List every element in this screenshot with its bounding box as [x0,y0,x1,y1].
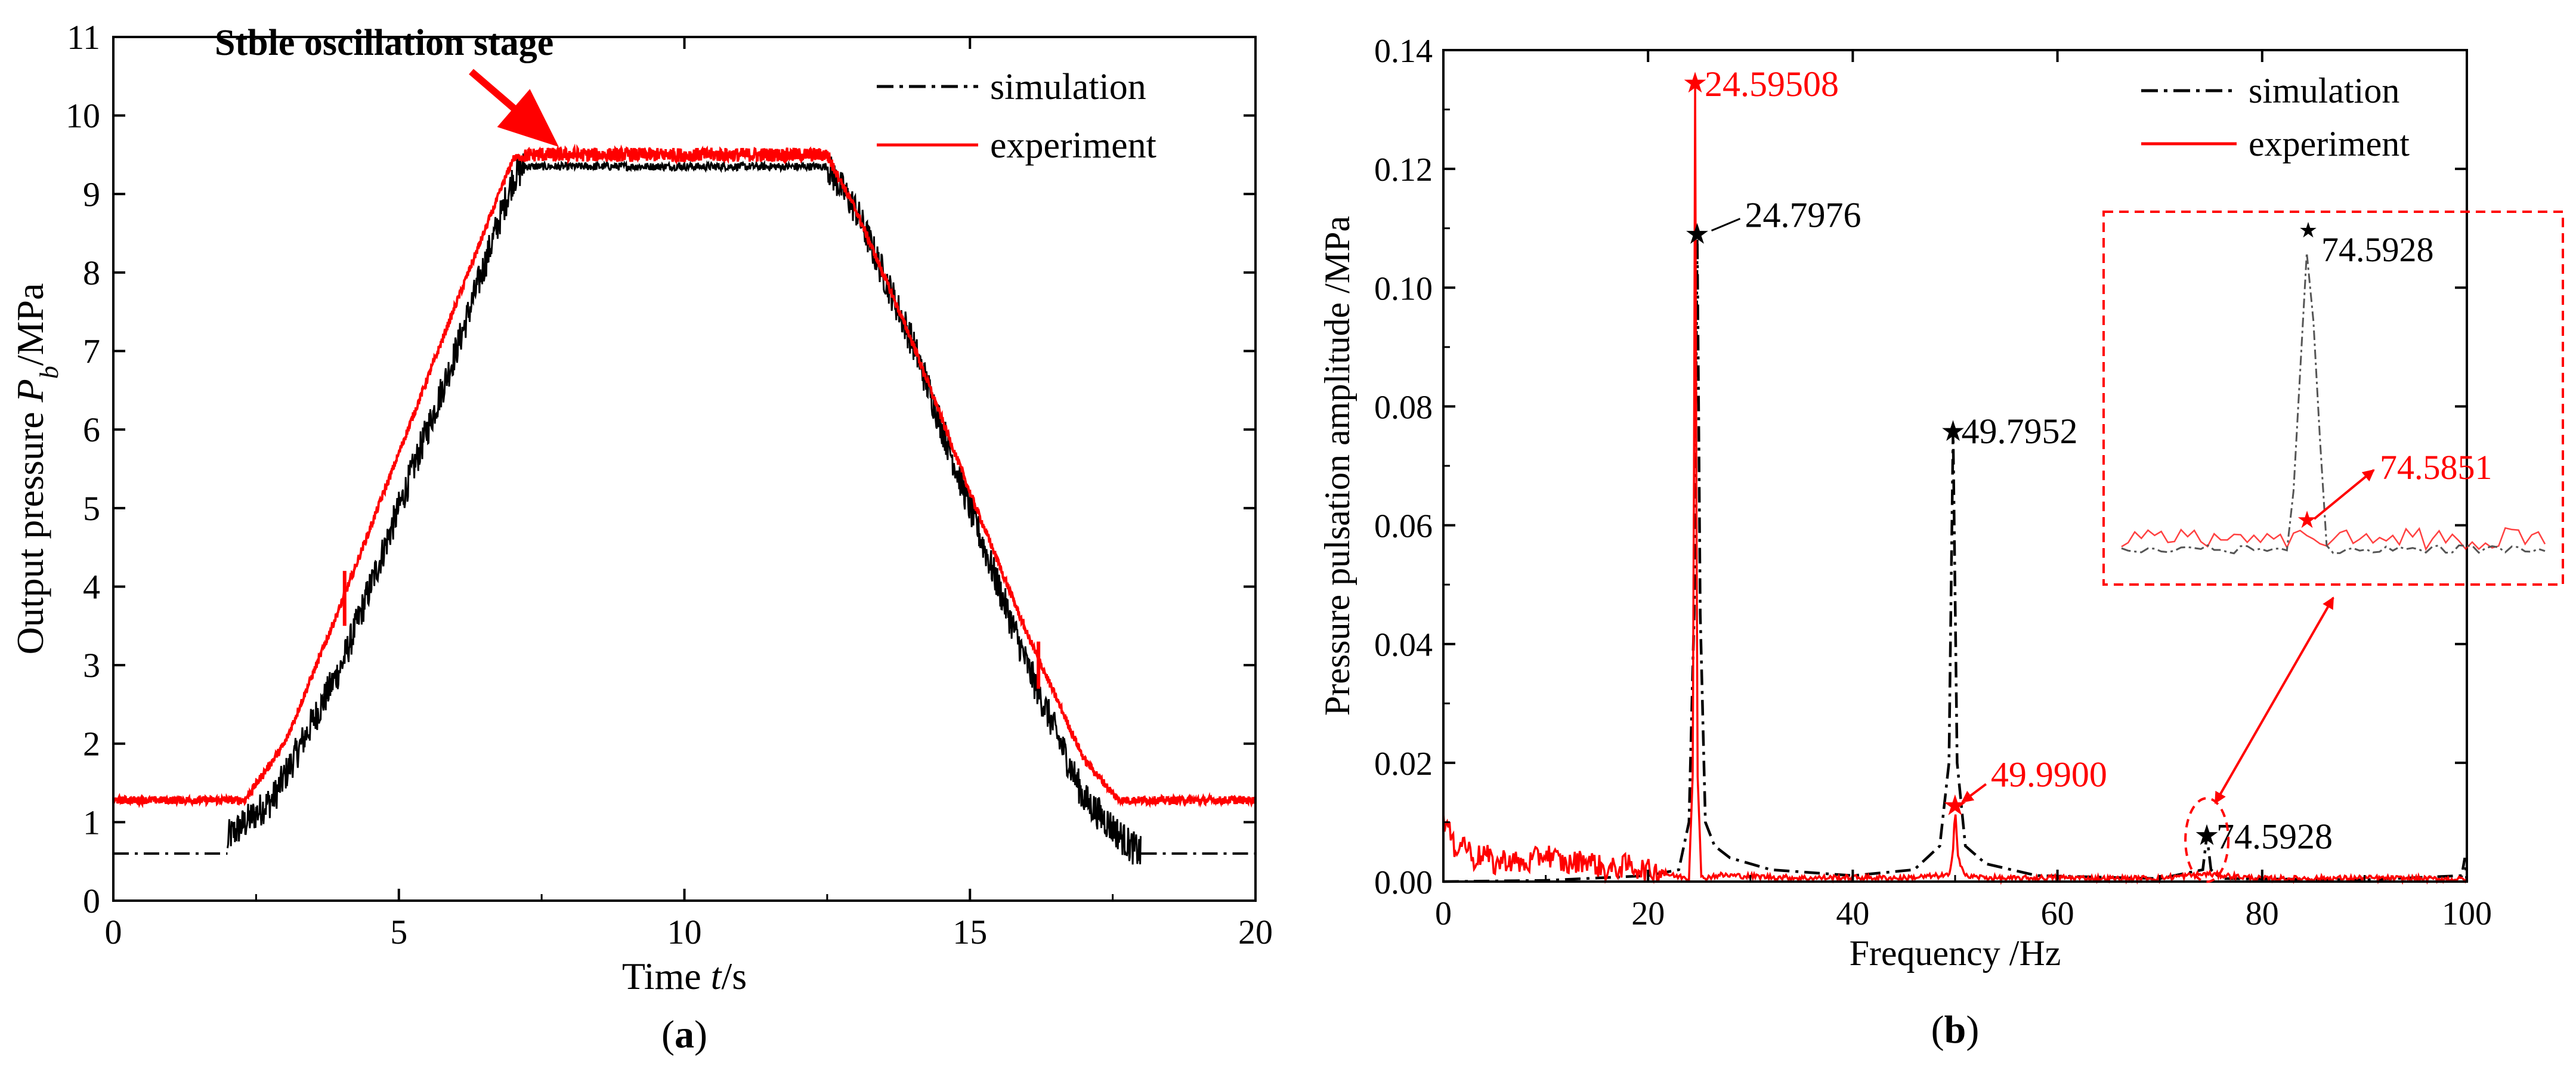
panel-a-x-label-text: Time [622,955,711,997]
panel-b-axes [1442,49,2468,883]
inset-experiment-arrow [2313,469,2375,520]
y-tick-label: 1 [83,803,100,842]
inset-experiment-peak-label: 74.5851 [2380,448,2492,487]
panel-a-x-axis-label: Time t/s [622,955,747,997]
inset-zoom-box: ★ 74.5928 ★ 74.5851 [2102,211,2564,586]
panel-a-y-label-text: Output pressure [9,402,51,654]
y-tick-label: 3 [83,646,100,685]
legend-experiment-label: experiment [990,125,1156,166]
inset-simulation-line [2121,252,2546,555]
y-tick-label: 7 [83,332,100,371]
y-tick-label: 0.08 [1374,389,1433,426]
y-tick-label: 4 [83,567,100,606]
panel-b-legend: simulation experiment [2141,71,2410,163]
x-tick-label: 20 [1631,895,1665,932]
peak-label: 24.59508 [1705,64,1839,104]
panel-b-ticks: 0 20 40 60 80 100 0.00 0.02 0.04 0.06 0.08 0.10 0.12… [1374,33,2492,932]
panel-a-legend: simulation experiment [877,67,1156,166]
x-tick-label: 0 [1435,895,1452,932]
y-tick-label: 0.00 [1374,864,1433,901]
y-tick-label: 0.04 [1374,627,1433,664]
peak-leader-line [1711,218,1741,232]
panel-b: 0 20 40 60 80 100 0.00 0.02 0.04 0.06 0.08 0.10 0.12… [1318,33,2564,1052]
y-tick-label: 2 [83,725,100,763]
legend-experiment-label: experiment [2249,124,2410,163]
legend-simulation-label: simulation [990,67,1146,107]
zoom-connector-arrow [2214,596,2334,805]
y-tick-label: 0.14 [1374,33,1433,70]
y-tick-label: 0.10 [1374,270,1433,307]
y-tick-label: 0.12 [1374,152,1433,188]
x-tick-label: 5 [390,913,407,951]
x-tick-label: 60 [2041,895,2074,932]
panel-a-y-label-symbol: P [9,379,51,403]
panel-a-label: (a) [661,1013,707,1056]
peak-marker: ★ [1942,790,1968,822]
panel-b-x-axis-label: Frequency /Hz [1850,933,2061,973]
peak-arrow [1961,783,1987,803]
panel-a: 0 5 10 15 20 0 1 2 3 4 5 6 7 8 9 10 11 Output pressure P… [9,18,1273,1056]
x-tick-label: 80 [2246,895,2279,932]
panel-a-series [112,143,1257,865]
peak-label: 24.7976 [1745,196,1861,235]
stable-oscillation-annotation: Stble oscillation stage [215,23,553,63]
y-tick-label: 0.02 [1374,746,1433,783]
experiment-line [112,143,1257,809]
x-tick-label: 20 [1238,913,1273,951]
y-tick-label: 10 [66,97,100,135]
panel-b-label: (b) [1931,1008,1980,1052]
y-tick-label: 8 [83,254,100,292]
panel-b-peak-labels: ★24.59508★ 24.7976★49.7952★49.9900★74.592… [1683,64,2333,857]
y-tick-label: 9 [83,175,100,214]
panel-b-y-axis-label: Pressure pulsation amplitude /MPa [1318,216,1357,716]
inset-experiment-line [2121,527,2546,551]
peak-marker: ★ [1684,219,1710,251]
annotation-arrow [469,69,559,147]
y-tick-label: 5 [83,489,100,528]
simulation-line [227,153,1142,865]
peak-marker: ★ [1940,416,1966,447]
peak-label: 49.7952 [1961,412,2077,451]
inset-experiment-peak-marker: ★ [2296,506,2318,533]
panel-a-y-label-unit: /MPa [9,283,51,366]
panel-a-x-label-unit: /s [721,955,747,997]
panel-a-y-label-subscript: b [35,366,64,379]
panel-b-plot-frame [1442,49,2468,883]
panel-a-y-axis-label: Output pressure Pb/MPa [9,283,64,655]
y-tick-label: 0 [83,882,100,920]
peak-label: 49.9900 [1991,755,2107,795]
x-tick-label: 15 [953,913,987,951]
peak-label: 74.5928 [2216,817,2333,856]
inset-simulation-peak-marker: ★ [2299,218,2318,242]
peak-marker: ★ [1683,67,1708,99]
panel-a-ticks: 0 5 10 15 20 0 1 2 3 4 5 6 7 8 9 10 11 [66,18,1273,951]
inset-simulation-peak-label: 74.5928 [2321,230,2434,269]
legend-simulation-label: simulation [2249,71,2399,110]
experiment-spectrum-line [1442,83,2467,885]
y-tick-label: 11 [67,18,100,57]
y-tick-label: 6 [83,410,100,449]
x-tick-label: 10 [667,913,702,951]
peak-marker: ★ [2194,820,2219,851]
panel-b-series [1442,83,2469,885]
inset-frame [2102,211,2564,586]
panel-a-x-label-symbol: t [711,955,723,997]
x-tick-label: 40 [1836,895,1869,932]
x-tick-label: 100 [2442,895,2492,932]
zoom-region-marker [2184,797,2230,883]
y-tick-label: 0.06 [1374,508,1433,545]
x-tick-label: 0 [105,913,122,951]
